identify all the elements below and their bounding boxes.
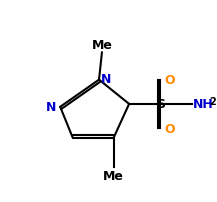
Text: NH: NH <box>193 98 214 111</box>
Text: O: O <box>164 74 175 87</box>
Text: 2: 2 <box>210 97 216 106</box>
Text: Me: Me <box>103 169 124 182</box>
Text: N: N <box>46 101 56 114</box>
Text: O: O <box>164 122 175 135</box>
Text: N: N <box>101 73 111 86</box>
Text: S: S <box>156 98 165 111</box>
Text: Me: Me <box>92 38 112 51</box>
